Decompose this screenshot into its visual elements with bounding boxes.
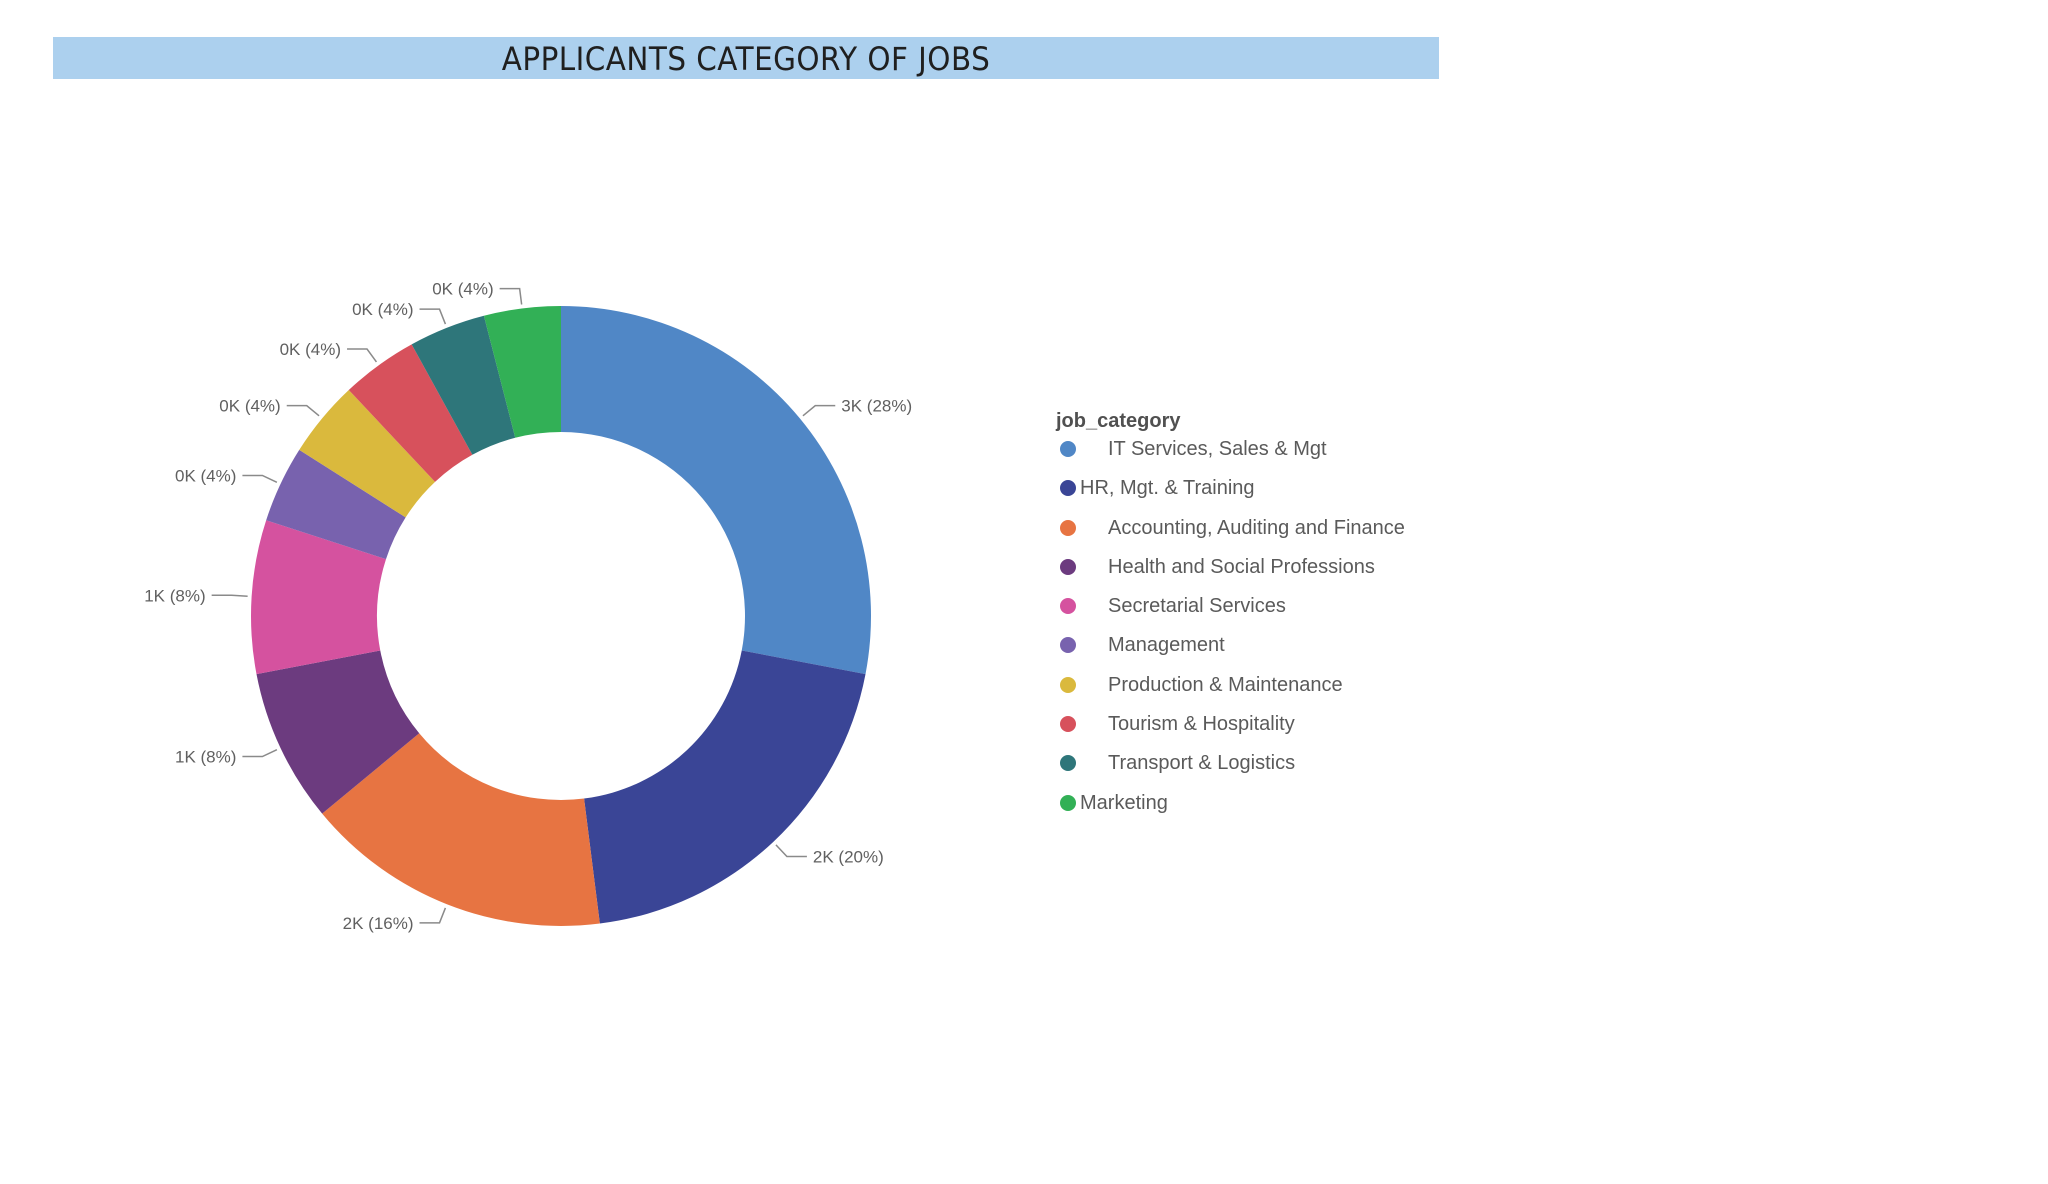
leader-line-3 — [242, 749, 278, 758]
data-label-1: 2K (20%) — [813, 848, 884, 867]
legend-title: job_category — [1056, 410, 1181, 432]
data-label-4: 1K (8%) — [144, 586, 205, 605]
data-label-5: 0K (4%) — [175, 466, 236, 485]
slice-1[interactable] — [584, 650, 866, 924]
slice-7[interactable] — [348, 344, 473, 482]
data-label-9: 0K (4%) — [432, 280, 493, 299]
slice-2[interactable] — [322, 733, 600, 926]
legend-label: Marketing — [1080, 791, 1168, 814]
legend-label: Transport & Logistics — [1108, 752, 1296, 775]
legend-item[interactable]: Health and Social Professions — [1056, 552, 1486, 591]
legend-marker-icon — [1060, 558, 1076, 575]
leader-line-9 — [499, 287, 523, 305]
legend-label: Production & Maintenance — [1108, 673, 1343, 696]
leader-line-4 — [211, 594, 248, 598]
data-labels-layer: 3K (28%) 2K (20%) 2K (16%) 1K (8%) 1K (8%) 0K… — [144, 280, 912, 933]
slice-8[interactable] — [411, 315, 516, 455]
slice-6[interactable] — [299, 390, 436, 518]
data-label-3: 1K (8%) — [175, 748, 236, 767]
legend-marker-icon — [1060, 755, 1076, 772]
legend-item[interactable]: Transport & Logistics — [1056, 748, 1486, 787]
legend-marker-icon — [1060, 598, 1076, 615]
title-bar: APPLICANTS CATEGORY OF JOBS — [53, 37, 1439, 79]
legend-label: Management — [1108, 634, 1225, 657]
leader-lines-layer — [211, 287, 836, 924]
legend-label: Health and Social Professions — [1108, 555, 1375, 578]
leader-line-1 — [775, 844, 807, 858]
data-label-8: 0K (4%) — [352, 300, 413, 319]
data-label-7: 0K (4%) — [280, 340, 341, 359]
data-label-6: 0K (4%) — [219, 397, 280, 416]
legend-label: Accounting, Auditing and Finance — [1108, 516, 1405, 539]
data-label-0: 3K (28%) — [841, 397, 912, 416]
legend-marker-icon — [1060, 519, 1076, 536]
slice-4[interactable] — [250, 520, 387, 675]
legend-label: Secretarial Services — [1108, 595, 1286, 618]
leader-line-8 — [419, 308, 447, 325]
legend-marker-icon — [1060, 676, 1076, 693]
slices-layer — [250, 306, 871, 926]
legend-item[interactable]: Production & Maintenance — [1056, 670, 1486, 709]
legend-item[interactable]: Accounting, Auditing and Finance — [1056, 513, 1486, 552]
legend-item[interactable]: Marketing — [1056, 788, 1486, 827]
legend-label: HR, Mgt. & Training — [1080, 477, 1255, 500]
legend-label: Tourism & Hospitality — [1108, 713, 1295, 736]
slice-3[interactable] — [256, 650, 420, 814]
legend-marker-icon — [1060, 794, 1076, 811]
slice-5[interactable] — [266, 449, 406, 560]
legend-marker-icon — [1060, 480, 1076, 497]
data-label-2: 2K (16%) — [343, 914, 414, 933]
legend-item[interactable]: HR, Mgt. & Training — [1056, 473, 1486, 512]
legend-item[interactable]: Management — [1056, 630, 1486, 669]
legend-marker-icon — [1060, 441, 1076, 457]
legend-item[interactable]: Tourism & Hospitality — [1056, 709, 1486, 748]
chart-title: APPLICANTS CATEGORY OF JOBS — [501, 40, 991, 78]
legend-label: IT Services, Sales & Mgt — [1108, 438, 1327, 460]
legend-items: IT Services, Sales & Mgt HR, Mgt. & Train… — [1056, 434, 1486, 827]
leader-line-7 — [347, 348, 378, 363]
slice-0[interactable] — [561, 306, 871, 675]
legend-marker-icon — [1060, 716, 1076, 733]
leader-line-0 — [802, 404, 836, 417]
legend: job_category IT Services, Sales & Mgt HR,… — [1056, 408, 1486, 827]
legend-marker-icon — [1060, 637, 1076, 654]
leader-line-5 — [242, 474, 278, 483]
legend-item[interactable]: Secretarial Services — [1056, 591, 1486, 630]
slice-9[interactable] — [483, 306, 561, 438]
legend-item[interactable]: IT Services, Sales & Mgt — [1056, 434, 1486, 473]
leader-line-6 — [286, 404, 320, 417]
leader-line-2 — [419, 907, 447, 924]
